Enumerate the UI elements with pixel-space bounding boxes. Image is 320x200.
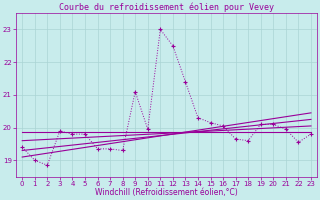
- X-axis label: Windchill (Refroidissement éolien,°C): Windchill (Refroidissement éolien,°C): [95, 188, 238, 197]
- Title: Courbe du refroidissement éolien pour Vevey: Courbe du refroidissement éolien pour Ve…: [59, 3, 274, 12]
